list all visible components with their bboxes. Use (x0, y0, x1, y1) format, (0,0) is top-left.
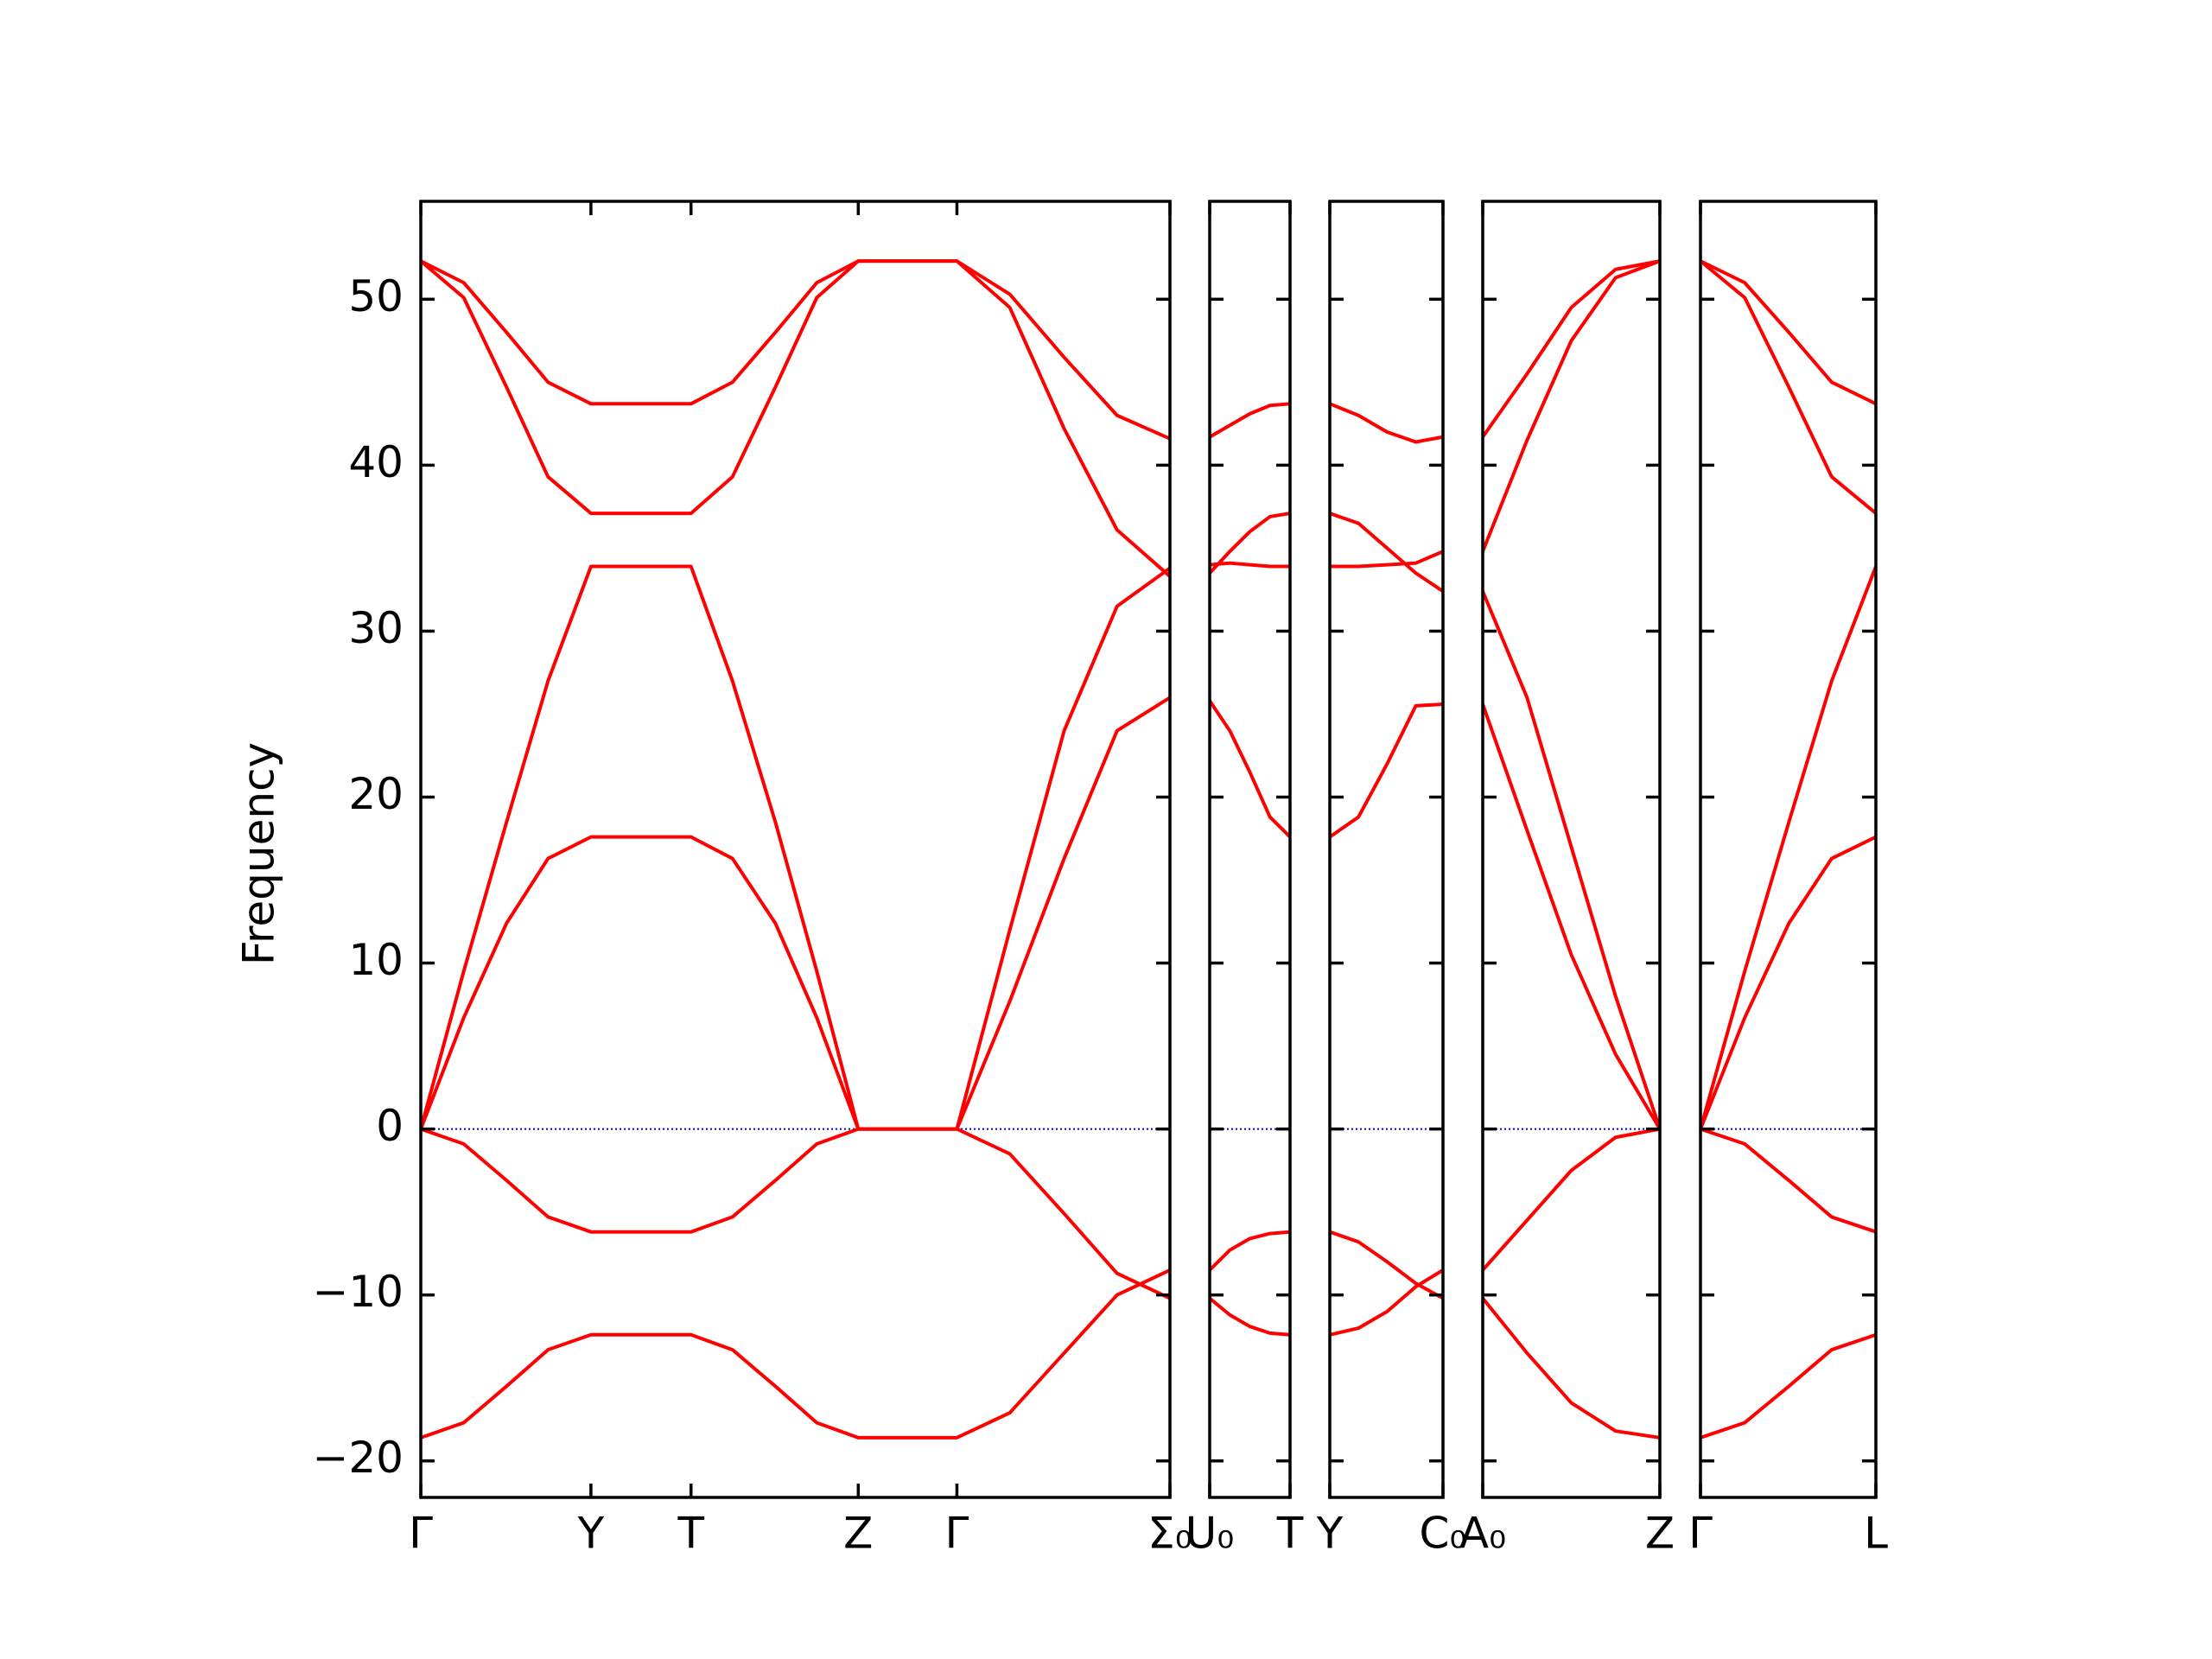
band-line (419, 564, 1172, 1131)
band-line (420, 1127, 1171, 1300)
x-tick-label: Z (843, 1509, 873, 1559)
x-tick-label: A₀ (1459, 1509, 1506, 1559)
x-tick-label: T (677, 1509, 704, 1559)
band-line (1328, 702, 1444, 839)
panel-frame (1699, 200, 1878, 1499)
band-line (1699, 259, 1878, 515)
y-tick-label: 10 (348, 935, 404, 985)
band-line (1481, 259, 1661, 552)
x-tick-label: T (1276, 1509, 1304, 1559)
band-line (419, 259, 1172, 578)
y-axis-label: Frequency (234, 742, 284, 965)
x-tick-label: Γ (945, 1509, 969, 1559)
y-tick-label: 30 (348, 603, 404, 653)
band-line (1329, 1230, 1444, 1300)
x-tick-label: Γ (1688, 1509, 1713, 1559)
band-line (1700, 259, 1877, 406)
y-tick-label: 20 (348, 769, 404, 819)
band-line (1481, 1127, 1661, 1272)
band-line (1481, 1297, 1661, 1440)
band-line (1700, 1127, 1877, 1234)
x-tick-label: Z (1645, 1509, 1675, 1559)
band-line (1208, 699, 1292, 839)
y-tick-label: 40 (348, 437, 404, 487)
band-line (1699, 835, 1877, 1130)
y-tick-label: −10 (312, 1267, 404, 1317)
panel-frame (1481, 200, 1662, 1499)
y-tick-label: −20 (312, 1433, 404, 1483)
x-tick-label: Y (577, 1509, 605, 1559)
band-line (1208, 402, 1291, 439)
panel-frame (1208, 200, 1292, 1499)
band-line (1329, 512, 1445, 594)
band-line (419, 696, 1172, 1131)
band-line (1699, 565, 1878, 1130)
band-line (1330, 550, 1444, 569)
band-line (1329, 1268, 1445, 1337)
panel-frame (1328, 200, 1445, 1499)
x-tick-label: Γ (409, 1509, 433, 1559)
y-tick-label: 0 (376, 1101, 404, 1151)
x-tick-label: Y (1316, 1509, 1344, 1559)
x-tick-label: L (1864, 1509, 1888, 1559)
y-tick-label: 50 (348, 271, 404, 321)
band-line (420, 1268, 1171, 1440)
band-line (420, 259, 1171, 441)
x-tick-label: C₀ (1420, 1509, 1467, 1559)
band-line (1481, 259, 1661, 438)
band-line (1208, 1296, 1291, 1337)
band-line (1208, 1230, 1291, 1272)
x-tick-label: Σ₀ (1147, 1509, 1192, 1559)
band-line (1481, 590, 1662, 1130)
band-line (1700, 1332, 1877, 1440)
band-line (1209, 561, 1290, 569)
band-line (1329, 402, 1444, 444)
band-line (1481, 703, 1662, 1130)
panel-frame (419, 200, 1172, 1499)
band-line (1208, 512, 1291, 575)
x-tick-label: U₀ (1185, 1509, 1235, 1559)
